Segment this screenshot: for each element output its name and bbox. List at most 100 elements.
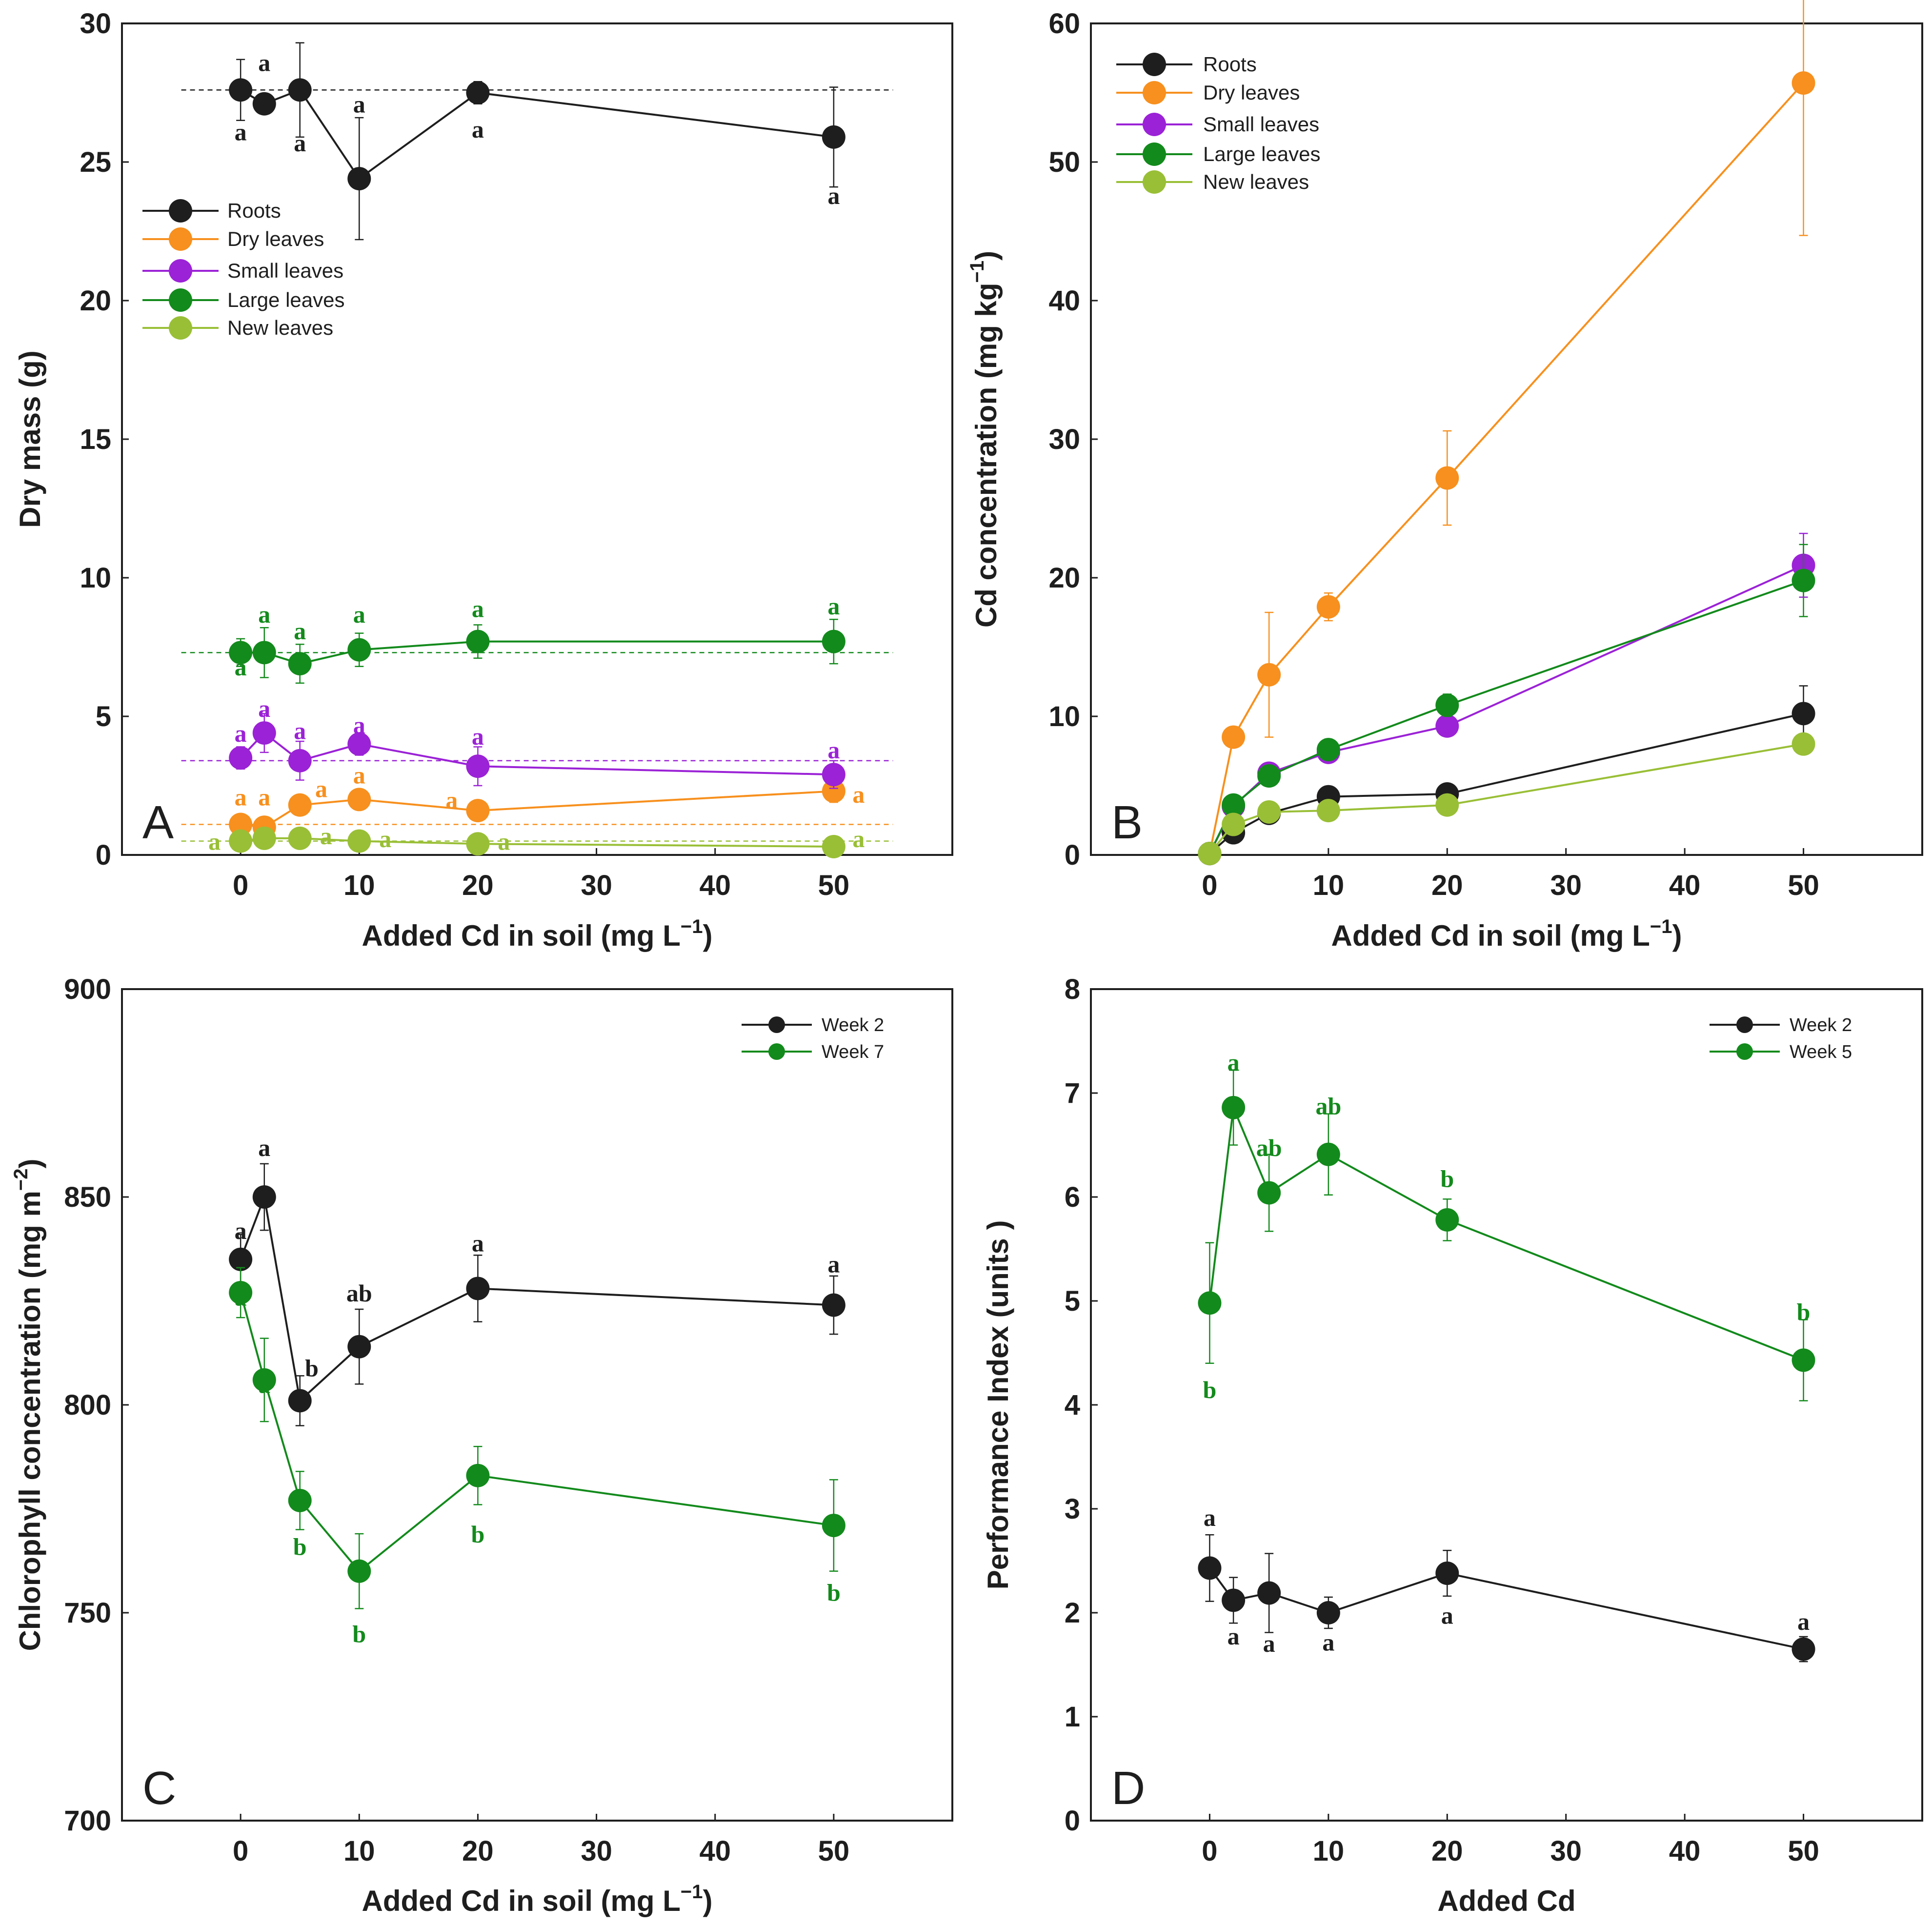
legend-label-week-2: Week 2 <box>822 1015 884 1035</box>
panel-d-week-2-point <box>1316 1601 1340 1624</box>
panel-a-small-leaves-significance-letter: a <box>294 717 306 744</box>
panel-b-y-tick-label: 10 <box>1048 701 1080 732</box>
panel-d-week-5-point <box>1198 1291 1222 1315</box>
panel-a-small-leaves-point <box>229 746 253 770</box>
panel-a-roots-significance-letter: a <box>294 129 306 157</box>
panel-c-y-tick-label: 800 <box>64 1389 111 1421</box>
legend-marker-large-leaves <box>169 288 192 312</box>
panel-d-y-tick-label: 2 <box>1065 1597 1080 1629</box>
panel-a-new-leaves-point <box>822 834 845 858</box>
panel-c-week-2-point <box>822 1293 845 1317</box>
panel-a-dry-leaves-significance-letter: a <box>353 761 365 789</box>
panel-b-large-leaves-point <box>1435 693 1459 717</box>
panel-a-new-leaves-point <box>229 829 253 853</box>
panel-a-new-leaves-significance-letter: a <box>498 828 510 855</box>
panel-a-small-leaves-significance-letter: a <box>258 695 270 722</box>
panel-d-x-tick-label: 0 <box>1202 1835 1217 1867</box>
panel-a-small-leaves-line <box>240 731 834 776</box>
panel-c-week-7-point <box>347 1559 371 1583</box>
panel-b-dry-leaves-point <box>1222 725 1246 749</box>
panel-d-week-5-point <box>1222 1095 1246 1119</box>
panel-a-dry-leaves-significance-letter: a <box>258 784 270 811</box>
panel-b-dry-leaves-point <box>1435 466 1459 490</box>
panel-a-dry-leaves-significance-letter: a <box>852 781 865 808</box>
panel-a-x-tick-label: 10 <box>343 870 375 901</box>
legend-label-week-5: Week 5 <box>1790 1042 1852 1062</box>
panel-d-y-tick-label: 5 <box>1065 1285 1080 1317</box>
panel-a-large-leaves-significance-letter: a <box>827 592 840 620</box>
panel-b-dry-leaves-point <box>1257 663 1281 687</box>
panel-a-new-leaves-point <box>252 826 276 850</box>
panel-d-y-tick-label: 7 <box>1065 1077 1080 1109</box>
panel-c-y-tick-label: 900 <box>64 974 111 1005</box>
panel-b-large-leaves-point <box>1316 738 1340 762</box>
panel-d-week-5-line <box>1208 1104 1804 1361</box>
panel-b-large-leaves-point <box>1791 568 1815 592</box>
panel-c-week-7-significance-letter: b <box>827 1579 841 1606</box>
legend-label-roots: Roots <box>227 199 281 222</box>
panel-b: 0 10 20 30 40 50 0 10 20 30 40 50 60 B Roots Dry lea… <box>966 0 1923 952</box>
panel-c: 0 10 20 30 40 50700750800850900aababaaaabbbb … <box>10 974 953 1917</box>
panel-a-x-tick-label: 50 <box>818 870 850 901</box>
legend-marker-week-2 <box>1736 1016 1753 1033</box>
panel-d-week-5-significance-letter: ab <box>1256 1134 1282 1161</box>
panel-a-small-leaves-point <box>252 721 276 745</box>
panel-a-x-tick-label: 20 <box>462 870 494 901</box>
panel-c-x-axis-title: Added Cd in soil (mg L−1) <box>362 1881 713 1917</box>
panel-d-x-tick-label: 10 <box>1313 1835 1345 1867</box>
panel-c-x-tick-label: 40 <box>699 1835 731 1867</box>
panel-c-letter: C <box>142 1762 176 1814</box>
legend-marker-week-2 <box>768 1016 785 1033</box>
panel-d-y-tick-label: 6 <box>1065 1181 1080 1213</box>
panel-a-dry-leaves-point <box>347 788 371 811</box>
panel-b-new-leaves-line <box>1208 743 1804 854</box>
legend-label-large-leaves: Large leaves <box>227 288 345 311</box>
panel-d-y-tick-label: 8 <box>1065 974 1080 1005</box>
panel-c-frame <box>121 988 953 1822</box>
panel-a-new-leaves-point <box>288 826 312 850</box>
panel-d-letter: D <box>1111 1762 1145 1814</box>
panel-d-week-5-point <box>1435 1208 1459 1232</box>
panel-a-large-leaves-point <box>288 652 312 676</box>
panel-c-week-2-significance-letter: a <box>258 1134 270 1161</box>
panel-d-x-tick-label: 50 <box>1788 1835 1819 1867</box>
panel-a-x-tick-label: 40 <box>699 870 731 901</box>
panel-b-new-leaves-point <box>1435 793 1459 817</box>
legend-label-dry-leaves: Dry leaves <box>227 227 324 250</box>
panel-d-week-2-point <box>1198 1556 1222 1580</box>
panel-d-week-5-point <box>1791 1348 1815 1372</box>
panel-a-large-leaves-significance-letter: a <box>472 595 484 622</box>
legend-marker-dry-leaves <box>1143 81 1166 104</box>
panel-d-week-5-significance-letter: b <box>1440 1165 1454 1193</box>
panel-b-new-leaves-point <box>1316 799 1340 823</box>
panel-b-small-leaves-point <box>1435 714 1459 738</box>
panel-c-y-tick-label: 850 <box>64 1181 111 1213</box>
panel-a-roots-line <box>240 88 834 180</box>
panel-b-dry-leaves-point <box>1316 595 1340 619</box>
panel-d-week-5-point <box>1316 1142 1340 1166</box>
panel-a-dry-leaves-significance-letter: a <box>445 786 458 813</box>
panel-c-week-2-point <box>229 1247 253 1271</box>
panel-a-x-tick-label: 0 <box>233 870 248 901</box>
panel-c-x-tick-label: 0 <box>233 1835 248 1867</box>
panel-b-new-leaves-point <box>1791 732 1815 756</box>
legend-label-week-2: Week 2 <box>1790 1015 1852 1035</box>
panel-a-new-leaves-significance-letter: a <box>288 822 300 850</box>
panel-c-week-2-significance-letter: ab <box>346 1279 372 1307</box>
panel-c-week-2-point <box>466 1277 490 1300</box>
legend-label-week-7: Week 7 <box>822 1042 884 1062</box>
panel-a-large-leaves-point <box>347 638 371 662</box>
panel-d-week-5-significance-letter: b <box>1203 1376 1217 1403</box>
panel-c-week-2-point <box>252 1185 276 1209</box>
panel-a-y-tick-label: 30 <box>80 8 111 40</box>
panel-b-new-leaves-point <box>1198 842 1222 866</box>
panel-b-legend: Roots Dry leaves Small leaves Large leav… <box>1116 53 1321 194</box>
panel-b-letter: B <box>1111 796 1143 849</box>
panel-d-week-2-line <box>1208 1567 1804 1650</box>
panel-a-large-leaves-significance-letter: a <box>353 601 365 628</box>
panel-b-roots-point <box>1791 702 1815 726</box>
legend-label-roots: Roots <box>1203 53 1257 76</box>
